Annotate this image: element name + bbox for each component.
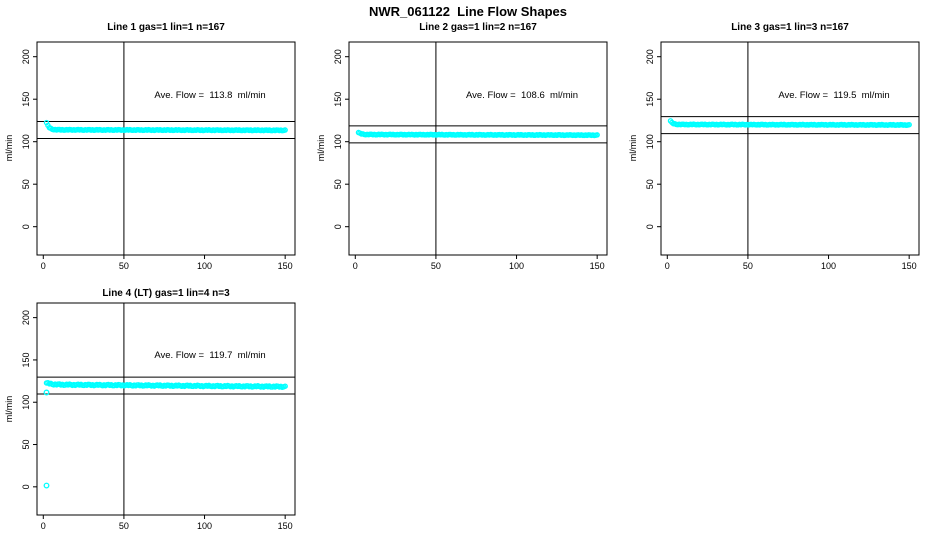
panel-title-line1: Line 1 gas=1 lin=1 n=167: [107, 22, 225, 33]
y-axis-label-line4: ml/min: [4, 395, 14, 423]
x-tick-label: 100: [197, 521, 212, 531]
x-tick-label: 50: [119, 521, 129, 531]
panel-title-line4: Line 4 (LT) gas=1 lin=4 n=3: [102, 288, 230, 299]
main-title: NWR_061122 Line Flow Shapes: [369, 4, 567, 19]
x-tick-label: 150: [590, 261, 605, 270]
data-point: [906, 121, 912, 128]
y-tick-label: 100: [645, 134, 655, 149]
y-tick-label: 150: [21, 92, 31, 107]
tick-labels: 0 50 100 150 0 50 100 150 200: [645, 49, 917, 270]
x-tick-label: 150: [902, 261, 917, 270]
y-axis-label-line1: ml/min: [4, 134, 14, 162]
y-tick-label: 0: [21, 484, 31, 489]
data-point: [282, 383, 288, 389]
plot-box: [36, 41, 296, 256]
y-tick-label: 150: [21, 352, 31, 367]
x-tick-label: 0: [41, 261, 46, 270]
outlier-point: [43, 389, 50, 396]
y-tick-label: 50: [21, 179, 31, 189]
x-tick-label: 100: [197, 261, 212, 270]
x-tick-label: 50: [431, 261, 441, 270]
tick-labels: 0 50 100 150 0 50 100 150 200: [333, 49, 605, 270]
outlier-point: [43, 482, 50, 489]
y-tick-label: 150: [333, 92, 343, 107]
y-tick-label: 200: [645, 49, 655, 64]
y-tick-label: 0: [645, 224, 655, 229]
x-tick-label: 0: [665, 261, 670, 270]
y-tick-label: 200: [333, 49, 343, 64]
data-point: [282, 127, 288, 133]
x-tick-label: 100: [821, 261, 836, 270]
plot-box: [36, 302, 296, 516]
x-tick-label: 150: [278, 261, 293, 270]
x-tick-label: 50: [119, 261, 129, 270]
plot-box: [660, 41, 920, 256]
y-tick-label: 100: [21, 134, 31, 149]
reference-lines: [37, 303, 295, 515]
axes: [33, 41, 296, 259]
y-tick-label: 50: [21, 440, 31, 450]
ave-flow-annotation-line4: Ave. Flow = 119.7 ml/min: [154, 350, 266, 361]
reference-lines: [661, 42, 919, 255]
data-points: [43, 119, 288, 134]
y-tick-label: 100: [21, 395, 31, 410]
x-tick-label: 100: [509, 261, 524, 270]
axes: [33, 302, 296, 519]
axes: [345, 41, 608, 259]
y-tick-label: 200: [21, 310, 31, 325]
data-point: [594, 132, 600, 138]
data-points: [43, 380, 288, 489]
plot-box: [348, 41, 608, 256]
y-axis-label-line2: ml/min: [316, 134, 326, 162]
reference-lines: [349, 42, 607, 255]
y-tick-label: 100: [333, 134, 343, 149]
y-tick-label: 50: [333, 179, 343, 189]
line1-flow-chart: 0 50 100 150 0 50 100 150 200: [21, 41, 296, 270]
y-tick-label: 0: [333, 224, 343, 229]
y-tick-label: 200: [21, 49, 31, 64]
x-tick-label: 0: [353, 261, 358, 270]
tick-labels: 0 50 100 150 0 50 100 150 200: [21, 49, 293, 270]
reference-lines: [37, 42, 295, 255]
tick-labels: 0 50 100 150 0 50 100 150 200: [21, 310, 293, 531]
x-tick-label: 50: [743, 261, 753, 270]
data-points: [667, 118, 912, 129]
y-tick-label: 150: [645, 92, 655, 107]
y-tick-label: 50: [645, 179, 655, 189]
ave-flow-annotation-line1: Ave. Flow = 113.8 ml/min: [154, 90, 266, 101]
x-tick-label: 150: [278, 521, 293, 531]
data-points: [355, 129, 600, 139]
y-axis-label-line3: ml/min: [628, 134, 638, 162]
line4-flow-chart: 0 50 100 150 0 50 100 150 200: [21, 302, 296, 531]
panel-title-line3: Line 3 gas=1 lin=3 n=167: [731, 22, 849, 33]
line3-flow-chart: 0 50 100 150 0 50 100 150 200: [645, 41, 920, 270]
ave-flow-annotation-line3: Ave. Flow = 119.5 ml/min: [778, 90, 890, 101]
y-tick-label: 0: [21, 224, 31, 229]
panel-title-line2: Line 2 gas=1 lin=2 n=167: [419, 22, 537, 33]
ave-flow-annotation-line2: Ave. Flow = 108.6 ml/min: [465, 90, 579, 101]
line2-flow-chart: 0 50 100 150 0 50 100 150 200: [333, 41, 608, 270]
axes: [657, 41, 920, 259]
x-tick-label: 0: [41, 521, 46, 531]
